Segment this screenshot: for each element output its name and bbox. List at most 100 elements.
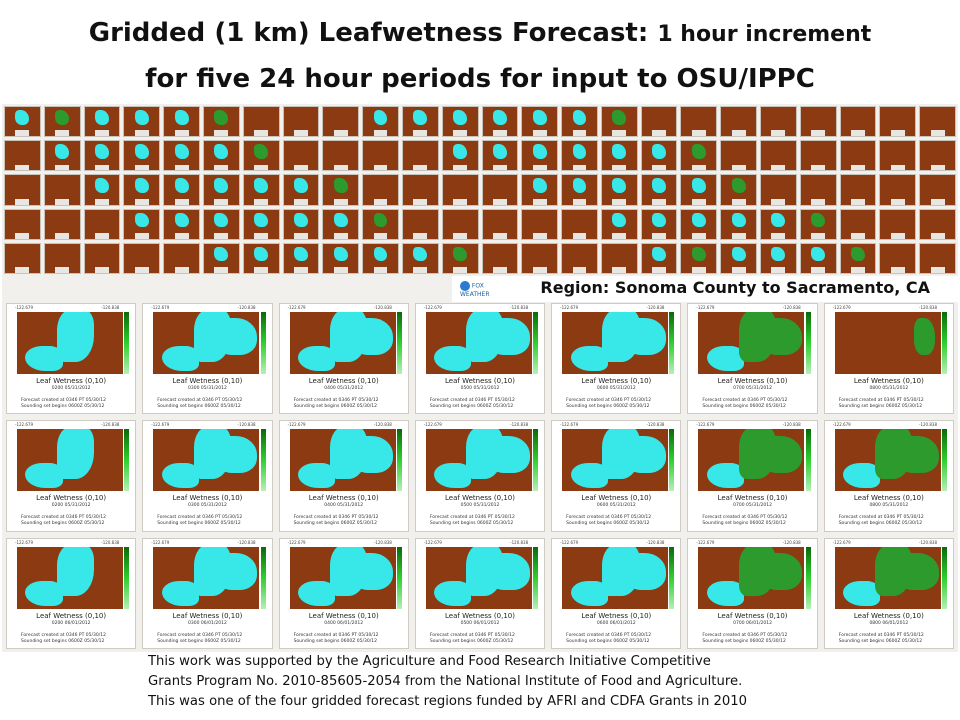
map-thumbnail — [83, 106, 121, 138]
map-thumbnail — [561, 208, 598, 240]
map-thumbnail — [760, 208, 797, 240]
coord-left: -122.679 — [287, 305, 306, 310]
map-thumbnail — [839, 106, 877, 138]
color-scale-legend — [942, 312, 947, 374]
map-thumbnail — [879, 106, 917, 138]
leaf-wetness-map — [17, 312, 123, 374]
map-thumbnail — [481, 106, 519, 138]
forecast-created-line: Forecast created at 0346 PT 05/30/12 — [702, 515, 788, 521]
coord-left: -122.679 — [15, 539, 33, 545]
leaf-wetness-panel: -122.679 -120.838 Leaf Wetness (0,10) 0500 … — [414, 420, 546, 532]
map-thumbnail — [799, 242, 837, 274]
map-thumbnail — [441, 208, 479, 240]
title-main: Gridded (1 km) Leafwetness Forecast: — [88, 18, 649, 48]
map-thumbnail — [919, 106, 956, 138]
panel-title: Leaf Wetness (0,10) — [581, 494, 652, 503]
coord-right: -120.838 — [510, 539, 529, 545]
leaf-wetness-panel: -122.679 -120.838 Leaf Wetness (0,10) 0500 … — [414, 303, 546, 415]
leaf-wetness-map — [834, 546, 941, 609]
map-thumbnail — [521, 208, 559, 240]
forecast-created-line: Forecast created at 0346 PT 05/30/12 — [429, 515, 515, 521]
map-thumbnail — [640, 106, 678, 138]
panel-title: Leaf Wetness (0,10) — [717, 377, 788, 385]
panel-metadata: Forecast created at 0346 PT 05/30/12 Soun… — [430, 633, 515, 645]
map-thumbnail — [282, 174, 320, 206]
panel-metadata: Forecast created at 0346 PT 05/30/12 Soun… — [566, 515, 651, 527]
coord-left: -122.679 — [15, 422, 33, 428]
panel-title: Leaf Wetness (0,10) — [445, 494, 515, 503]
panel-title: Leaf Wetness (0,10) — [308, 611, 379, 620]
coord-left: -122.679 — [287, 539, 306, 545]
map-thumbnail — [322, 106, 360, 138]
leaf-wetness-map — [17, 546, 123, 609]
map-thumbnail — [561, 242, 598, 274]
leaf-wetness-map — [425, 546, 532, 609]
coord-right: -120.838 — [237, 539, 256, 545]
color-scale-legend — [669, 312, 675, 374]
map-thumbnail — [441, 140, 479, 172]
map-thumbnail — [202, 140, 240, 172]
leaf-wetness-panel: -122.679 -120.838 Leaf Wetness (0,10) 0400 … — [278, 420, 409, 532]
map-thumbnail — [481, 140, 519, 172]
coord-right: -120.838 — [373, 539, 392, 545]
map-thumbnail — [561, 140, 598, 172]
panel-time: 0400 05/31/2012 — [324, 503, 364, 509]
leaf-wetness-map — [17, 429, 123, 492]
map-thumbnail — [4, 208, 41, 240]
panel-metadata: Forecast created at 0346 PT 05/30/12 Soun… — [430, 398, 515, 410]
panel-metadata: Forecast created at 0346 PT 05/30/12 Soun… — [21, 398, 106, 410]
panel-time: 0400 06/01/2012 — [324, 620, 364, 626]
page-title-line-1: Gridded (1 km) Leafwetness Forecast: 1 h… — [0, 18, 960, 48]
sounding-line: Sounding set begins 0600Z 05/30/12 — [293, 404, 377, 409]
sounding-line: Sounding set begins 0600Z 05/30/12 — [157, 404, 241, 409]
panel-time: 0300 05/31/2012 — [188, 386, 227, 391]
sounding-line: Sounding set begins 0600Z 05/30/12 — [838, 521, 923, 527]
leaf-wetness-map — [289, 429, 396, 492]
panel-metadata: Forecast created at 0346 PT 05/30/12 Soun… — [294, 633, 379, 645]
forecast-created-line: Forecast created at 0346 PT 05/30/12 — [702, 398, 788, 403]
leaf-wetness-panel: -122.679 -120.838 Leaf Wetness (0,10) 0300 … — [142, 303, 273, 415]
panel-time: 0500 05/31/2012 — [460, 386, 500, 391]
map-thumbnail — [322, 174, 360, 206]
forecast-created-line: Forecast created at 0346 PT 05/30/12 — [838, 398, 924, 403]
map-thumbnail — [362, 208, 399, 240]
coord-left: -122.679 — [423, 422, 442, 428]
leaf-wetness-map — [698, 429, 805, 492]
coord-left: -122.679 — [151, 305, 170, 310]
color-scale-legend — [942, 429, 947, 492]
map-thumbnail — [600, 174, 638, 206]
panel-title: Leaf Wetness (0,10) — [36, 377, 107, 385]
map-thumbnail — [83, 242, 121, 274]
map-thumbnail — [123, 242, 161, 274]
page-title-line-2: for five 24 hour periods for input to OS… — [145, 64, 815, 94]
forecast-created-line: Forecast created at 0346 PT 05/30/12 — [21, 398, 106, 403]
coord-right: -120.838 — [646, 422, 665, 428]
map-thumbnail — [521, 106, 559, 138]
coord-left: -122.679 — [423, 305, 442, 310]
leaf-wetness-panel: -122.679 -120.838 Leaf Wetness (0,10) 0200 … — [6, 303, 137, 415]
forecast-created-line: Forecast created at 0346 PT 05/30/12 — [157, 398, 243, 403]
map-thumbnail — [561, 174, 598, 206]
leaf-wetness-panel: -122.679 -120.838 Leaf Wetness (0,10) 0600 … — [551, 537, 682, 649]
map-thumbnail — [680, 140, 718, 172]
fox-weather-logo: FOX WEATHER — [460, 281, 500, 298]
region-label: Region: Sonoma County to Sacramento, CA — [540, 278, 930, 297]
leaf-wetness-map — [425, 429, 532, 492]
panel-title: Leaf Wetness (0,10) — [172, 611, 243, 620]
map-thumbnail — [720, 242, 758, 274]
panel-metadata: Forecast created at 0346 PT 05/30/12 Soun… — [839, 398, 924, 410]
color-scale-legend — [396, 429, 402, 492]
map-thumbnail — [163, 106, 200, 138]
panel-metadata: Forecast created at 0346 PT 05/30/12 Soun… — [566, 398, 651, 410]
coord-right: -120.838 — [101, 305, 120, 310]
color-scale-legend — [396, 312, 402, 374]
coord-right: -120.838 — [373, 305, 392, 310]
map-thumbnail — [401, 242, 439, 274]
panel-metadata: Forecast created at 0346 PT 05/30/12 Soun… — [21, 633, 106, 645]
panel-metadata: Forecast created at 0346 PT 05/30/12 Soun… — [157, 398, 242, 410]
coord-left: -122.679 — [423, 539, 442, 545]
credit-line-2: Grants Program No. 2010-85605-2054 from … — [148, 674, 743, 689]
panel-title: Leaf Wetness (0,10) — [308, 494, 379, 503]
panel-metadata: Forecast created at 0346 PT 05/30/12 Soun… — [839, 515, 924, 527]
panel-time: 0700 05/31/2012 — [733, 386, 772, 391]
